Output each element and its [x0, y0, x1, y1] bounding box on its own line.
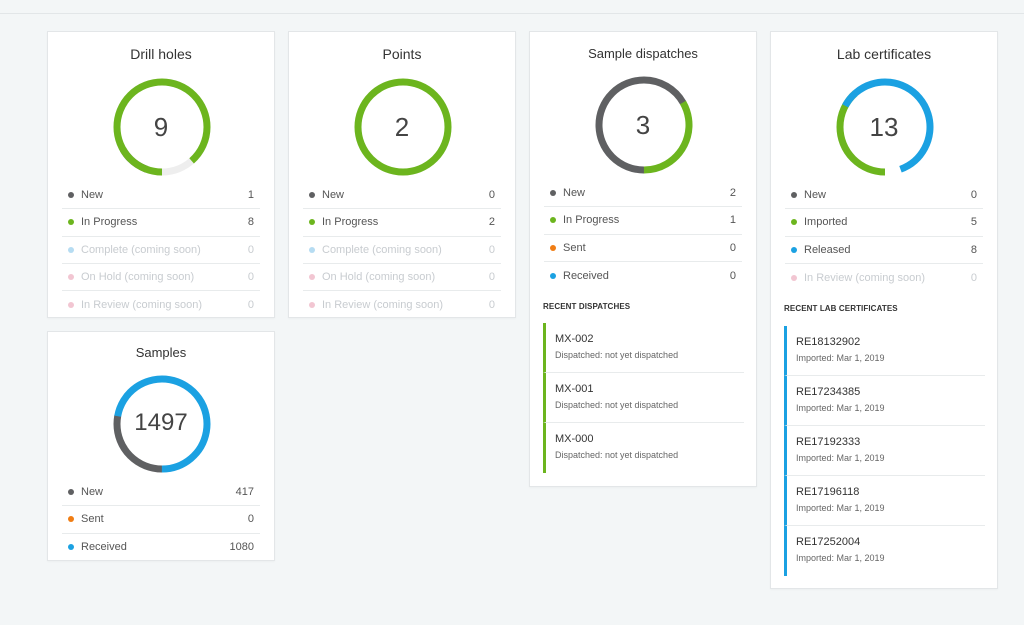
recent-lab-certificates-list: RE18132902 Imported: Mar 1, 2019 RE172343…: [784, 326, 985, 576]
status-row-received[interactable]: Received 0: [544, 262, 742, 289]
status-row-on-hold: On Hold (coming soon) 0: [303, 264, 501, 292]
donut-total: 13: [869, 112, 899, 142]
status-row-sent[interactable]: Sent 0: [544, 235, 742, 262]
status-row-in-progress[interactable]: In Progress 8: [62, 209, 260, 237]
status-list: New 417 Sent 0 Received 1080: [62, 479, 260, 561]
certificate-item[interactable]: RE17192333 Imported: Mar 1, 2019: [784, 426, 985, 476]
status-list: New 0 Imported 5 Released 8 In Review (comi…: [785, 182, 983, 291]
status-list: New 0 In Progress 2 Complete (coming soon)…: [303, 182, 501, 318]
top-divider: [0, 13, 1024, 14]
dispatch-item[interactable]: MX-002 Dispatched: not yet dispatched: [543, 323, 744, 373]
dispatch-item[interactable]: MX-000 Dispatched: not yet dispatched: [543, 423, 744, 473]
status-row-new[interactable]: New 1: [62, 182, 260, 210]
dot-new-icon: [550, 190, 556, 197]
card-title: Samples: [135, 345, 187, 360]
status-row-sent[interactable]: Sent 0: [62, 506, 260, 534]
samples-donut: [113, 375, 211, 473]
dispatch-item[interactable]: MX-001 Dispatched: not yet dispatched: [543, 373, 744, 423]
dot-in-review-icon: [791, 274, 797, 281]
recent-dispatches-list: MX-002 Dispatched: not yet dispatched MX-…: [543, 323, 744, 473]
dot-in-review-icon: [309, 301, 315, 308]
status-row-complete: Complete (coming soon) 0: [303, 237, 501, 264]
donut-total: 1497: [134, 409, 188, 436]
samples-card[interactable]: Samples 1497 New 417 Sent 0 Received 1080: [47, 331, 275, 561]
dot-imported-icon: [791, 219, 797, 226]
dot-new-icon: [68, 489, 74, 496]
sample-dispatches-donut: [595, 76, 693, 174]
recent-lab-certificates-heading: RECENT LAB CERTIFICATES: [784, 304, 898, 313]
donut-total: 9: [153, 112, 169, 142]
status-row-new[interactable]: New 0: [303, 182, 501, 210]
donut-total: 2: [394, 112, 410, 142]
dot-new-icon: [309, 192, 315, 199]
donut-segment-in-progress: [354, 78, 452, 176]
status-list: New 2 In Progress 1 Sent 0 Received 0: [544, 180, 742, 289]
points-donut: [354, 78, 452, 176]
status-row-in-progress[interactable]: In Progress 2: [303, 209, 501, 237]
status-row-released[interactable]: Released 8: [785, 237, 983, 264]
status-row-in-progress[interactable]: In Progress 1: [544, 207, 742, 235]
donut-total: 3: [635, 110, 651, 140]
drill-holes-card[interactable]: Drill holes 9 New 1 In Progress 8 Complete…: [47, 31, 275, 318]
status-row-complete: Complete (coming soon) 0: [62, 237, 260, 264]
status-row-imported[interactable]: Imported 5: [785, 209, 983, 237]
dot-received-icon: [68, 544, 74, 551]
status-row-in-review: In Review (coming soon) 0: [62, 291, 260, 318]
drill-holes-donut: [113, 78, 211, 176]
donut-segment-in-progress: [113, 78, 211, 176]
status-row-on-hold: On Hold (coming soon) 0: [62, 264, 260, 292]
status-list: New 1 In Progress 8 Complete (coming soon)…: [62, 182, 260, 318]
dot-complete-icon: [309, 246, 315, 253]
dot-new-icon: [791, 192, 797, 199]
status-row-new[interactable]: New 2: [544, 180, 742, 208]
donut-segment-received: [113, 375, 211, 473]
status-row-new[interactable]: New 0: [785, 182, 983, 210]
dot-on-hold-icon: [68, 274, 74, 281]
dot-in-progress-icon: [68, 219, 74, 226]
card-title: Lab certificates: [836, 46, 932, 62]
card-title: Points: [382, 46, 422, 62]
dot-released-icon: [791, 246, 797, 253]
sample-dispatches-card[interactable]: Sample dispatches 3 New 2 In Progress 1 Se…: [529, 31, 757, 487]
dot-sent-icon: [550, 244, 556, 251]
card-title: Drill holes: [130, 46, 192, 62]
dot-sent-icon: [68, 516, 74, 523]
lab-certificates-card[interactable]: Lab certificates 13 New 0 Imported 5 Relea…: [770, 31, 998, 589]
certificate-item[interactable]: RE17234385 Imported: Mar 1, 2019: [784, 376, 985, 426]
certificate-item[interactable]: RE17196118 Imported: Mar 1, 2019: [784, 476, 985, 526]
dot-in-progress-icon: [309, 219, 315, 226]
dot-in-progress-icon: [550, 217, 556, 224]
status-row-received[interactable]: Received 1080: [62, 534, 260, 561]
lab-certificates-donut: [836, 78, 934, 176]
certificate-item[interactable]: RE18132902 Imported: Mar 1, 2019: [784, 326, 985, 376]
points-card[interactable]: Points 2 New 0 In Progress 2 Complete (com…: [288, 31, 516, 318]
dot-new-icon: [68, 192, 74, 199]
status-row-in-review: In Review (coming soon) 0: [785, 264, 983, 291]
dot-received-icon: [550, 272, 556, 279]
certificate-item[interactable]: RE17252004 Imported: Mar 1, 2019: [784, 526, 985, 576]
recent-dispatches-heading: RECENT DISPATCHES: [543, 302, 631, 311]
dot-on-hold-icon: [309, 274, 315, 281]
donut-segment-imported: [836, 78, 934, 176]
card-title: Sample dispatches: [588, 46, 698, 61]
dot-complete-icon: [68, 246, 74, 253]
status-row-in-review: In Review (coming soon) 0: [303, 291, 501, 318]
dot-in-review-icon: [68, 301, 74, 308]
status-row-new[interactable]: New 417: [62, 479, 260, 507]
